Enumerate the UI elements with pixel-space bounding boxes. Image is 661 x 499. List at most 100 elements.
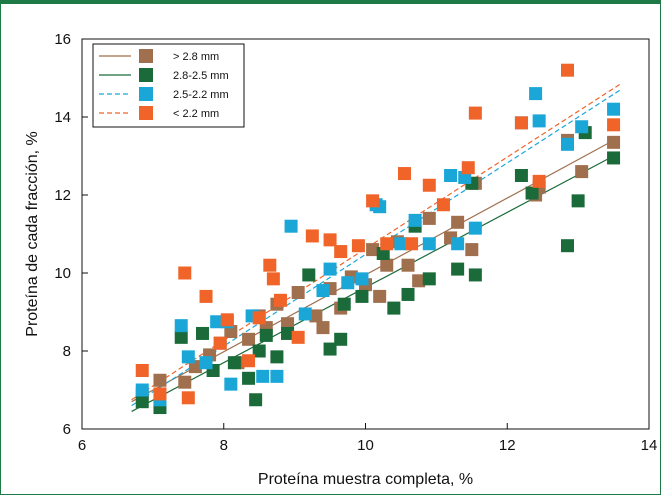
y-tick-label: 6 — [63, 421, 71, 438]
data-point — [323, 342, 337, 356]
data-point — [199, 289, 213, 303]
legend-marker-swatch — [139, 49, 153, 63]
data-point — [323, 233, 337, 247]
data-point — [355, 272, 369, 286]
data-point — [560, 137, 574, 151]
data-point — [380, 258, 394, 272]
axes — [81, 38, 650, 430]
data-point — [571, 194, 585, 208]
y-tick-label: 10 — [54, 265, 71, 282]
x-tick-label: 10 — [357, 437, 374, 454]
data-point — [468, 106, 482, 120]
data-point — [178, 266, 192, 280]
data-point — [174, 330, 188, 344]
data-point — [401, 287, 415, 301]
data-point — [366, 194, 380, 208]
legend-marker-swatch — [139, 87, 153, 101]
data-point — [334, 332, 348, 346]
data-point — [444, 169, 458, 182]
data-point — [266, 272, 280, 286]
data-point — [249, 393, 263, 407]
data-point — [259, 328, 273, 342]
data-point — [281, 326, 295, 340]
data-point — [514, 169, 528, 182]
data-point — [305, 229, 319, 243]
data-point — [575, 165, 589, 179]
data-point — [242, 354, 256, 368]
legend-label: > 2.8 mm — [173, 51, 219, 63]
data-point — [607, 151, 621, 165]
data-points — [135, 63, 621, 415]
data-point — [263, 258, 277, 272]
data-point — [366, 243, 380, 257]
data-point — [252, 311, 266, 325]
data-point — [135, 364, 149, 377]
data-point — [387, 301, 401, 315]
y-tick-label: 12 — [54, 187, 71, 204]
data-point — [405, 237, 419, 251]
data-point — [394, 237, 408, 251]
data-point — [341, 276, 355, 290]
x-tick-label: 6 — [78, 437, 86, 454]
data-point — [224, 377, 238, 391]
data-point — [270, 369, 284, 383]
data-point — [451, 215, 465, 229]
data-point — [309, 309, 323, 323]
data-point — [461, 161, 475, 175]
x-tick-label: 8 — [220, 437, 228, 454]
data-point — [514, 116, 528, 130]
data-point — [135, 395, 149, 409]
tick-labels: 6 8 10 12 14 6 8 10 12 14 16 — [54, 31, 657, 454]
data-point — [195, 326, 209, 340]
legend-label: 2.8-2.5 mm — [173, 70, 229, 82]
data-point — [210, 315, 224, 329]
data-point — [560, 239, 574, 253]
data-point — [178, 375, 192, 389]
y-tick-label: 16 — [54, 31, 71, 48]
data-point — [436, 198, 450, 212]
data-point — [355, 289, 369, 303]
data-point — [380, 237, 394, 251]
data-point — [397, 167, 411, 181]
data-point — [351, 239, 365, 253]
data-point — [607, 118, 621, 132]
data-point — [529, 87, 543, 101]
data-point — [468, 268, 482, 282]
legend-label: 2.5-2.2 mm — [173, 89, 229, 101]
data-point — [532, 174, 546, 188]
data-point — [242, 332, 256, 346]
scatter-chart: 6 8 10 12 14 6 8 10 12 14 16 Proteína muestra comp… — [24, 31, 657, 488]
y-axis-title: Proteína de cada fracción, % — [24, 131, 41, 336]
x-axis-title: Proteína muestra completa, % — [258, 471, 473, 488]
legend-label: < 2.2 mm — [173, 108, 219, 120]
x-tick-label: 12 — [499, 437, 516, 454]
data-point — [298, 307, 312, 321]
data-point — [337, 297, 351, 311]
data-point — [302, 268, 316, 282]
data-point — [242, 371, 256, 385]
data-point — [422, 237, 436, 251]
data-point — [291, 330, 305, 344]
data-point — [174, 319, 188, 333]
data-point — [291, 286, 305, 299]
data-point — [412, 274, 426, 288]
data-point — [199, 356, 213, 370]
data-point — [532, 114, 546, 128]
data-point — [401, 258, 415, 272]
data-point — [284, 219, 298, 233]
data-point — [135, 383, 149, 397]
legend: > 2.8 mm 2.8-2.5 mm 2.5-2.2 mm < 2.2 mm — [92, 43, 245, 128]
data-point — [408, 213, 422, 227]
data-point — [607, 102, 621, 116]
data-point — [273, 293, 287, 307]
data-point — [252, 344, 266, 358]
data-point — [213, 336, 227, 350]
legend-marker-swatch — [139, 106, 153, 120]
data-point — [256, 369, 270, 383]
y-tick-label: 14 — [54, 109, 71, 126]
data-point — [525, 186, 539, 200]
data-point — [451, 237, 465, 251]
data-point — [181, 350, 195, 364]
data-point — [316, 284, 330, 298]
